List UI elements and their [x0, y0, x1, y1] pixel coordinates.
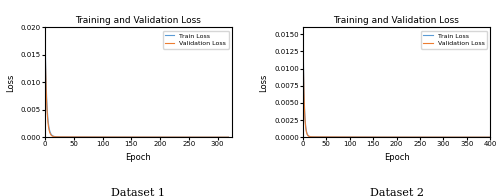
Validation Loss: [300, 34, 306, 36]
Train Loss: [42, 29, 48, 31]
Train Loss: [192, 136, 198, 138]
Validation Loss: [418, 136, 424, 138]
Validation Loss: [42, 34, 48, 36]
Line: Train Loss: Train Loss: [303, 30, 490, 137]
Legend: Train Loss, Validation Loss: Train Loss, Validation Loss: [162, 31, 229, 49]
Title: Training and Validation Loss: Training and Validation Loss: [334, 16, 460, 25]
Y-axis label: Loss: Loss: [6, 73, 15, 92]
Validation Loss: [361, 136, 367, 138]
Train Loss: [374, 136, 380, 138]
Line: Validation Loss: Validation Loss: [303, 35, 490, 137]
Validation Loss: [68, 136, 74, 138]
Line: Validation Loss: Validation Loss: [45, 35, 228, 137]
Text: Dataset 2: Dataset 2: [370, 188, 424, 196]
Validation Loss: [203, 136, 209, 138]
X-axis label: Epoch: Epoch: [126, 153, 152, 162]
Validation Loss: [192, 136, 198, 138]
Validation Loss: [174, 136, 180, 138]
Validation Loss: [172, 136, 177, 138]
X-axis label: Epoch: Epoch: [384, 153, 409, 162]
Validation Loss: [434, 136, 440, 138]
Train Loss: [361, 136, 367, 138]
Validation Loss: [322, 136, 328, 138]
Y-axis label: Loss: Loss: [260, 73, 268, 92]
Train Loss: [172, 136, 177, 138]
Validation Loss: [436, 136, 442, 138]
Train Loss: [486, 136, 492, 138]
Validation Loss: [137, 136, 143, 138]
Train Loss: [322, 136, 328, 138]
Train Loss: [137, 136, 143, 138]
Train Loss: [203, 136, 209, 138]
Validation Loss: [226, 136, 232, 138]
Validation Loss: [486, 136, 492, 138]
Text: Dataset 1: Dataset 1: [112, 188, 166, 196]
Train Loss: [434, 136, 440, 138]
Title: Training and Validation Loss: Training and Validation Loss: [76, 16, 202, 25]
Train Loss: [436, 136, 442, 138]
Validation Loss: [374, 136, 380, 138]
Line: Train Loss: Train Loss: [45, 30, 228, 137]
Train Loss: [226, 136, 232, 138]
Legend: Train Loss, Validation Loss: Train Loss, Validation Loss: [420, 31, 487, 49]
Train Loss: [418, 136, 424, 138]
Train Loss: [68, 136, 74, 138]
Train Loss: [300, 29, 306, 32]
Train Loss: [174, 136, 180, 138]
